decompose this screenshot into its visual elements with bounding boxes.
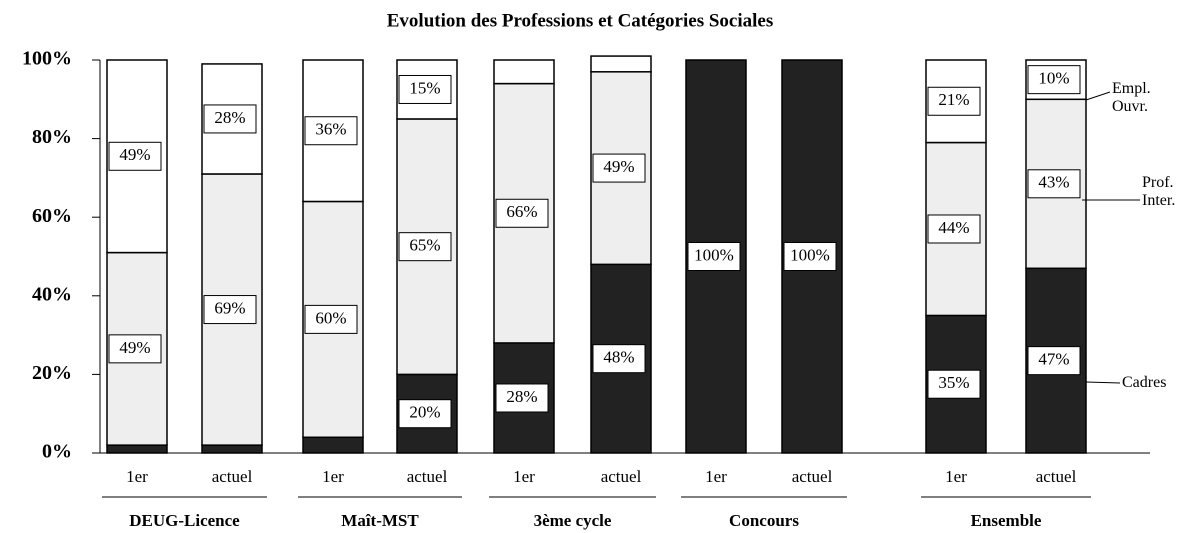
data-label: 20% (409, 403, 440, 422)
data-label: 48% (603, 348, 634, 367)
y-tick-label: 20% (32, 362, 72, 384)
bar-segment (201, 444, 263, 454)
legend-label: Prof. Inter. (1142, 174, 1176, 209)
label-box (495, 383, 549, 413)
label-box (398, 74, 452, 104)
label-box (1027, 346, 1081, 376)
label-box (927, 86, 981, 116)
data-label: 35% (938, 373, 969, 392)
data-label: 49% (603, 157, 634, 176)
leader (1085, 381, 1121, 384)
data-label: 43% (1038, 173, 1069, 192)
x-tick-label: actuel (792, 467, 833, 486)
leader (1085, 91, 1111, 101)
x-tick-label: actuel (601, 467, 642, 486)
label-box (304, 116, 358, 146)
data-label: 66% (506, 202, 537, 221)
x-tick-label: actuel (212, 467, 253, 486)
label-box (927, 214, 981, 244)
group-label: DEUG-Licence (129, 511, 240, 530)
legend-label: Cadres (1122, 374, 1167, 391)
data-label: 65% (409, 236, 440, 255)
data-label: 44% (938, 218, 969, 237)
data-label: 49% (119, 338, 150, 357)
data-label: 21% (938, 90, 969, 109)
x-tick-label: 1er (945, 467, 967, 486)
y-tick-label: 60% (32, 205, 72, 227)
x-tick-label: 1er (322, 467, 344, 486)
x-tick-label: 1er (513, 467, 535, 486)
group-label: Maît-MST (341, 511, 419, 530)
chart-title: Evolution des Professions et Catégories … (387, 10, 774, 31)
data-label: 15% (409, 78, 440, 97)
bar-segment (302, 436, 364, 454)
label-box (687, 242, 741, 271)
label-box (108, 334, 162, 364)
x-tick-label: actuel (1036, 467, 1077, 486)
label-box (203, 295, 257, 325)
label-box (495, 198, 549, 228)
label-box (1027, 65, 1081, 95)
data-label: 10% (1038, 69, 1069, 88)
group-label: 3ème cycle (534, 511, 612, 530)
data-label: 36% (315, 120, 346, 139)
label-box (592, 153, 646, 183)
y-tick-label: 80% (32, 126, 72, 148)
data-label: 28% (506, 387, 537, 406)
label-box (398, 399, 452, 429)
data-label: 100% (790, 245, 830, 264)
bar-segment (590, 55, 652, 73)
x-tick-label: 1er (705, 467, 727, 486)
label-box (203, 104, 257, 134)
group-label: Concours (729, 511, 799, 530)
label-box (108, 141, 162, 171)
bar-segment (493, 59, 555, 85)
y-tick-label: 100% (22, 48, 72, 70)
label-box (398, 232, 452, 262)
label-box (1027, 169, 1081, 199)
group-label: Ensemble (971, 511, 1042, 530)
legend-label: Empl. Ouvr. (1112, 80, 1151, 115)
x-tick-label: 1er (126, 467, 148, 486)
label-box (783, 242, 837, 271)
label-box (927, 369, 981, 399)
bar-segment (106, 444, 168, 454)
data-label: 60% (315, 308, 346, 327)
y-tick-label: 40% (32, 283, 72, 305)
label-box (592, 344, 646, 374)
data-label: 28% (214, 108, 245, 127)
data-label: 47% (1038, 350, 1069, 369)
data-label: 100% (694, 245, 734, 264)
y-tick-label: 0% (42, 441, 72, 463)
label-box (304, 304, 358, 334)
data-label: 49% (119, 145, 150, 164)
x-tick-label: actuel (407, 467, 448, 486)
data-label: 69% (214, 298, 245, 317)
